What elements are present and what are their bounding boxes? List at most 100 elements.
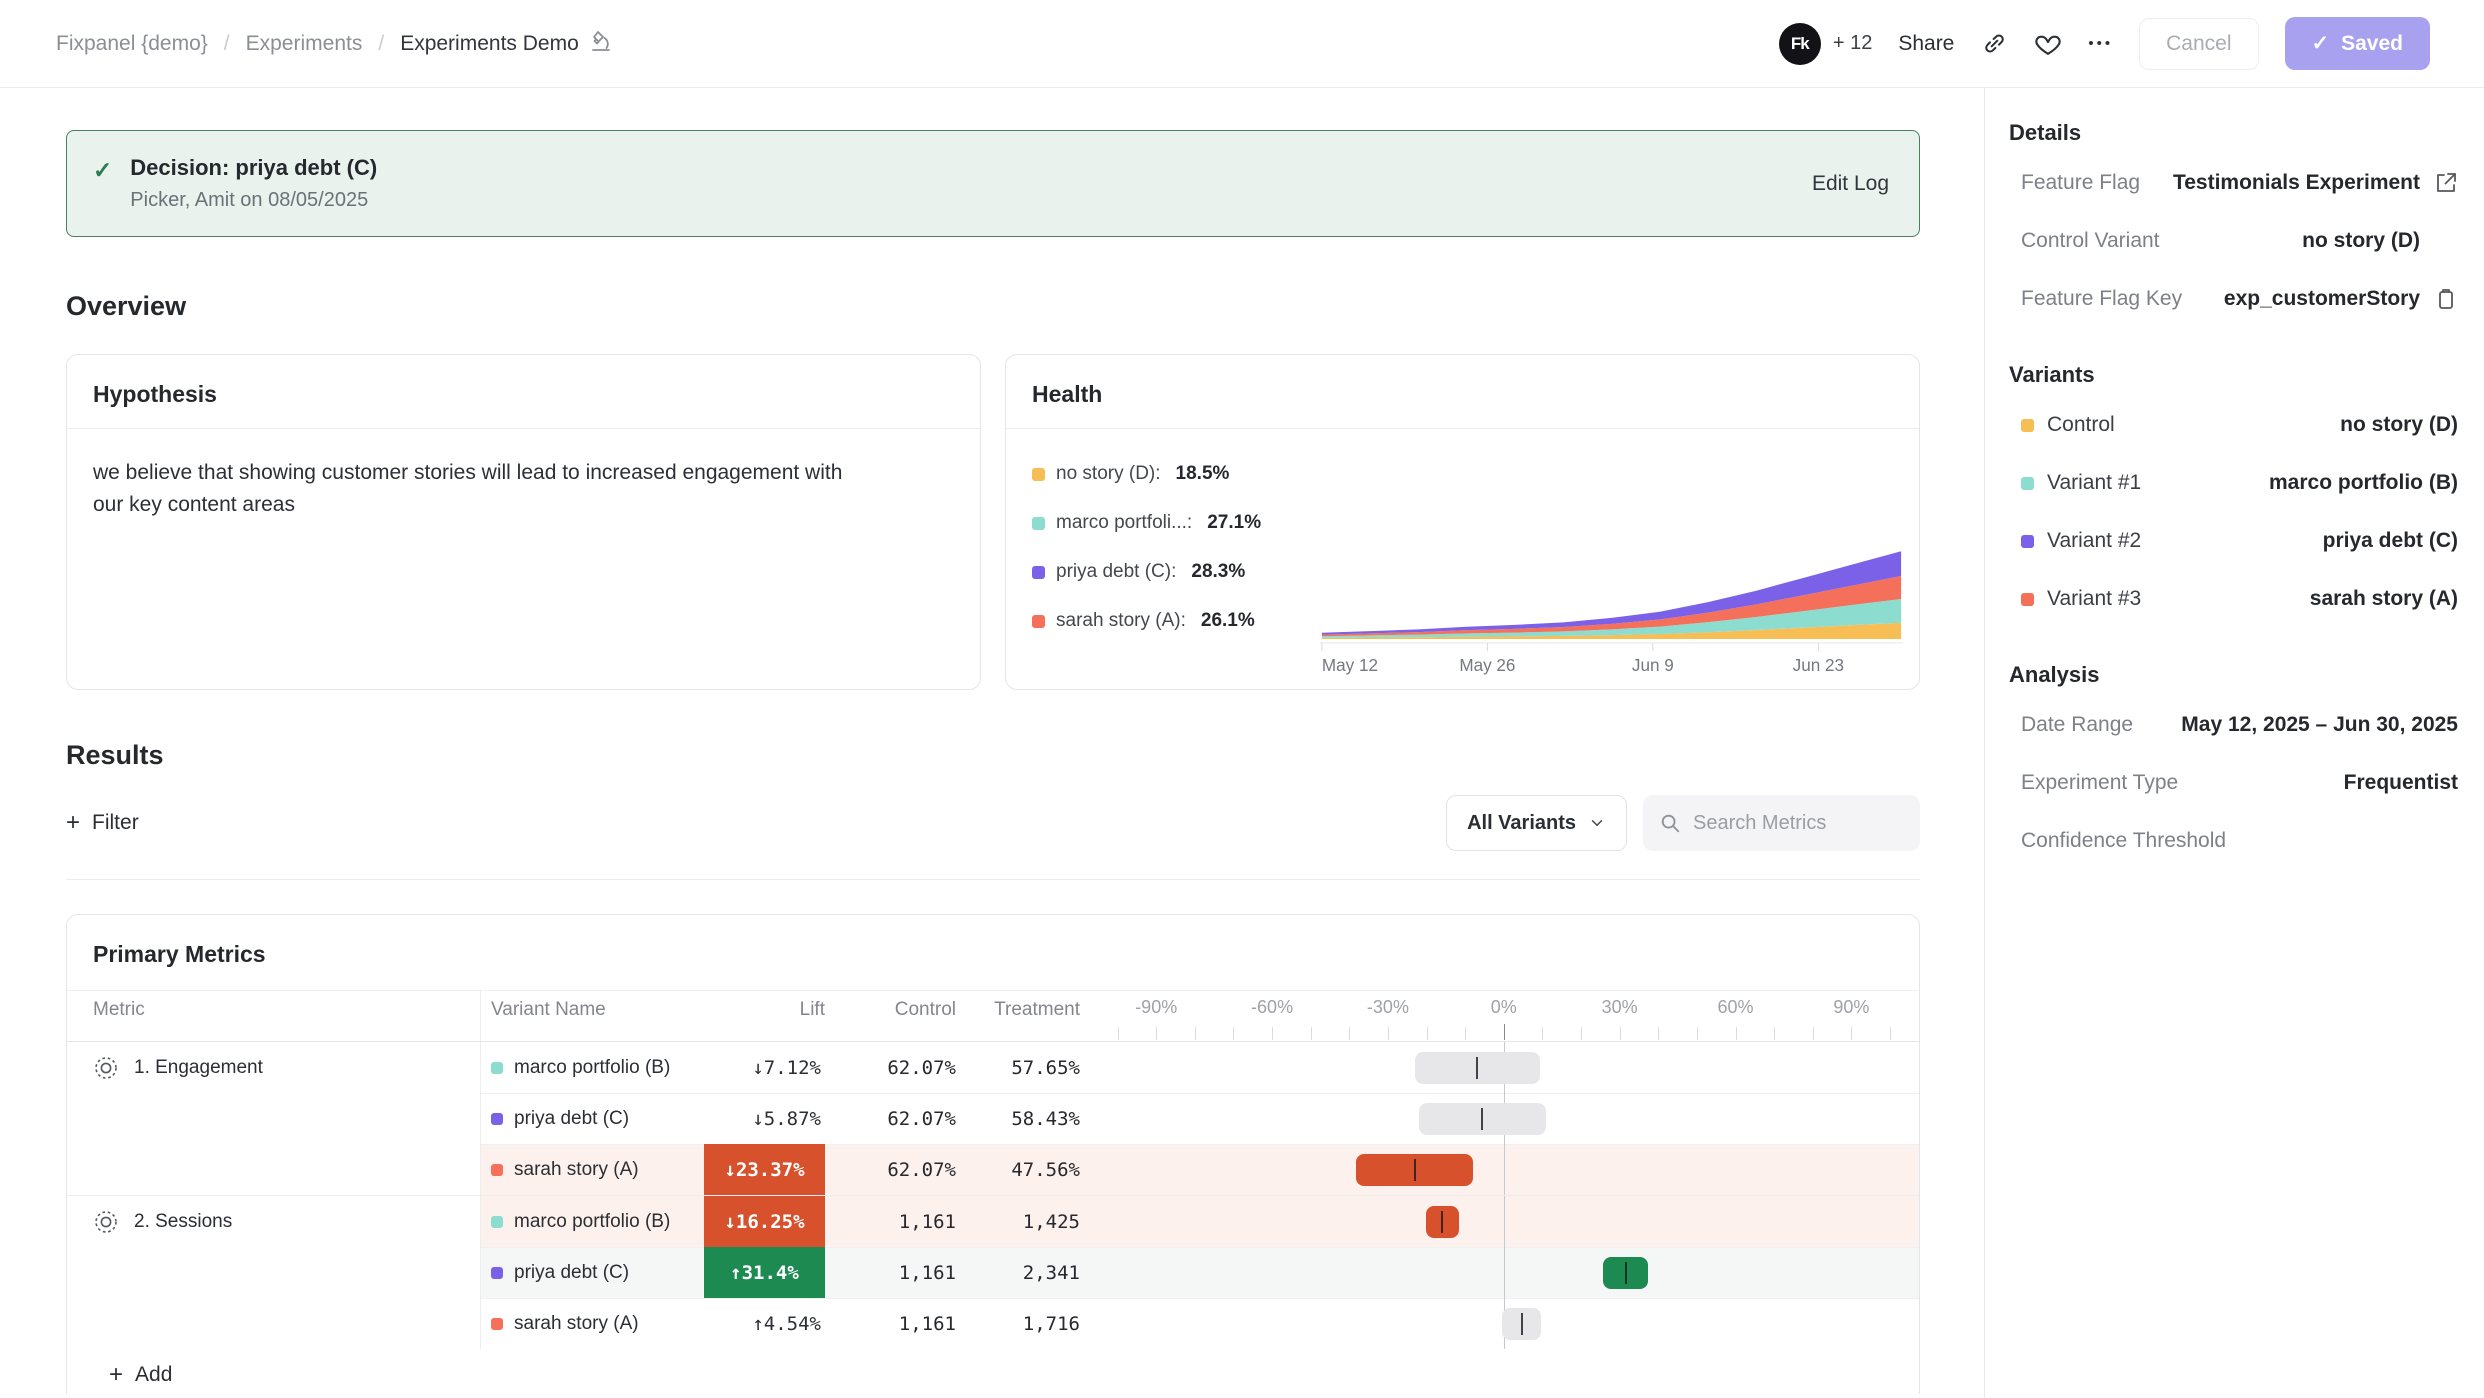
detail-label: Control Variant [2021, 229, 2160, 252]
variant-name: sarah story (A) [514, 1312, 639, 1334]
variant-name: sarah story (A) [514, 1158, 639, 1180]
ci-cell [1080, 1196, 1919, 1247]
ruler-tick [1233, 1027, 1235, 1040]
copy-link-icon[interactable] [1980, 30, 2008, 58]
treatment-cell: 47.56% [1011, 1158, 1080, 1181]
ci-cell [1080, 1247, 1919, 1298]
hypothesis-title: Hypothesis [67, 355, 980, 429]
variant-value: marco portfolio (B) [2269, 471, 2458, 494]
svg-text:Jun 23: Jun 23 [1793, 655, 1844, 675]
legend-value: 18.5% [1175, 463, 1230, 484]
avatar[interactable]: Fk [1778, 22, 1821, 65]
lift-cell: ↓7.12% [752, 1056, 821, 1079]
edit-log-button[interactable]: Edit Log [1811, 171, 1889, 195]
ruler-tick [1619, 1027, 1621, 1040]
variant-label: Variant #3 [2047, 587, 2142, 610]
variant-name: priya debt (C) [514, 1107, 630, 1129]
detail-label: Feature Flag [2021, 171, 2141, 194]
detail-row-feature-flag-key: Feature Flag Key exp_customerStory [2005, 270, 2460, 328]
external-link-icon[interactable] [2434, 171, 2458, 195]
variant-swatch [491, 1163, 503, 1176]
analysis-value: May 12, 2025 – Jun 30, 2025 [2181, 713, 2458, 736]
lift-cell: ↓5.87% [752, 1107, 821, 1130]
ci-bar [1355, 1154, 1473, 1186]
breadcrumb-experiments[interactable]: Experiments [245, 31, 363, 55]
detail-value: Testimonials Experiment [2172, 171, 2420, 194]
ruler-tick [1310, 1027, 1312, 1040]
detail-value: exp_customerStory [2223, 287, 2420, 310]
breadcrumb-project[interactable]: Fixpanel {demo} [56, 31, 208, 55]
metric-cell: 2. Sessions [67, 1196, 481, 1349]
health-chart: May 12 May 26 Jun 9 Jun 23 [1320, 449, 1903, 677]
variant-cell: marco portfolio (B) [481, 1196, 704, 1247]
variant-cell: marco portfolio (B) [481, 1042, 704, 1093]
health-legend: no story (D): 18.5% marco portfoli...: 2… [1032, 449, 1320, 677]
variant-value: sarah story (A) [2309, 587, 2458, 610]
hypothesis-body: we believe that showing customer stories… [93, 461, 843, 516]
legend-item: priya debt (C): 28.3% [1032, 561, 1320, 583]
variant-row-3: Variant #3 sarah story (A) [2005, 570, 2460, 628]
analysis-value: Frequentist [2343, 771, 2458, 794]
treatment-cell: 2,341 [1022, 1261, 1080, 1284]
add-metric-button[interactable]: + Add [109, 1361, 1919, 1389]
chevron-down-icon [1591, 820, 1603, 826]
collaborator-count[interactable]: + 12 [1832, 32, 1873, 54]
detail-value: no story (D) [2302, 229, 2420, 252]
ci-bar [1425, 1206, 1459, 1238]
plus-icon: + [109, 1361, 124, 1388]
ci-median-tick [1413, 1159, 1416, 1181]
top-header: Fixpanel {demo} / Experiments / Experime… [0, 0, 2484, 88]
variants-dropdown-label: All Variants [1467, 811, 1576, 834]
primary-metrics-card: Primary Metrics Metric Variant Name Lift… [66, 914, 1920, 1394]
decision-subtitle: Picker, Amit on 08/05/2025 [130, 189, 369, 211]
breadcrumb-separator: / [223, 31, 230, 55]
health-title: Health [1006, 355, 1919, 429]
ci-ruler [1106, 1024, 1919, 1041]
ruler-tick [1542, 1027, 1544, 1040]
ci-median-tick [1625, 1262, 1628, 1284]
lift-cell: ↓16.25% [704, 1196, 825, 1247]
search-metrics-input[interactable] [1693, 811, 1883, 835]
legend-label: marco portfoli...: [1056, 512, 1193, 533]
variant-row-control: Control no story (D) [2005, 396, 2460, 454]
ci-cell [1080, 1093, 1919, 1144]
scale-label: 0% [1490, 997, 1517, 1017]
zero-line [1503, 1247, 1505, 1298]
section-divider [66, 879, 1920, 880]
scale-label: 90% [1833, 997, 1870, 1017]
ruler-tick [1465, 1027, 1467, 1040]
saved-button[interactable]: ✓ Saved [2284, 17, 2430, 70]
cancel-button[interactable]: Cancel [2139, 17, 2259, 70]
variant-swatch [491, 1061, 503, 1074]
scale-label: 30% [1601, 997, 1638, 1017]
variant-label: Variant #2 [2047, 529, 2142, 552]
breadcrumb-separator: / [378, 31, 385, 55]
analysis-label: Confidence Threshold [2021, 829, 2227, 852]
variant-swatch [491, 1266, 503, 1279]
more-options-icon[interactable]: ••• [2088, 35, 2114, 52]
icon-spacer [2434, 229, 2458, 253]
variants-dropdown[interactable]: All Variants [1446, 795, 1627, 851]
variant-cell: sarah story (A) [481, 1298, 704, 1349]
ci-median-tick [1476, 1057, 1479, 1079]
zero-line [1503, 1144, 1505, 1195]
svg-text:Jun 9: Jun 9 [1632, 655, 1674, 675]
ci-median-tick [1481, 1108, 1484, 1130]
analysis-label: Date Range [2021, 713, 2134, 736]
treatment-cell: 1,425 [1022, 1210, 1080, 1233]
share-button[interactable]: Share [1898, 31, 1955, 55]
favorite-heart-icon[interactable] [2034, 30, 2062, 58]
add-filter-button[interactable]: + Filter [66, 809, 139, 837]
copy-clipboard-icon[interactable] [2434, 287, 2458, 311]
stacked-area-chart: May 12 May 26 Jun 9 Jun 23 [1320, 551, 1903, 675]
add-label: Add [135, 1363, 173, 1386]
ruler-tick [1851, 1027, 1853, 1040]
ci-cell [1080, 1298, 1919, 1349]
page-title: Experiments Demo [400, 31, 579, 55]
decision-title: Decision: priya debt (C) [130, 155, 378, 180]
lift-cell: ↓23.37% [704, 1144, 825, 1195]
legend-item: marco portfoli...: 27.1% [1032, 512, 1320, 534]
ruler-tick [1774, 1027, 1776, 1040]
decision-check-icon: ✓ [93, 157, 113, 183]
decision-banner: ✓ Decision: priya debt (C) Picker, Amit … [66, 130, 1920, 237]
